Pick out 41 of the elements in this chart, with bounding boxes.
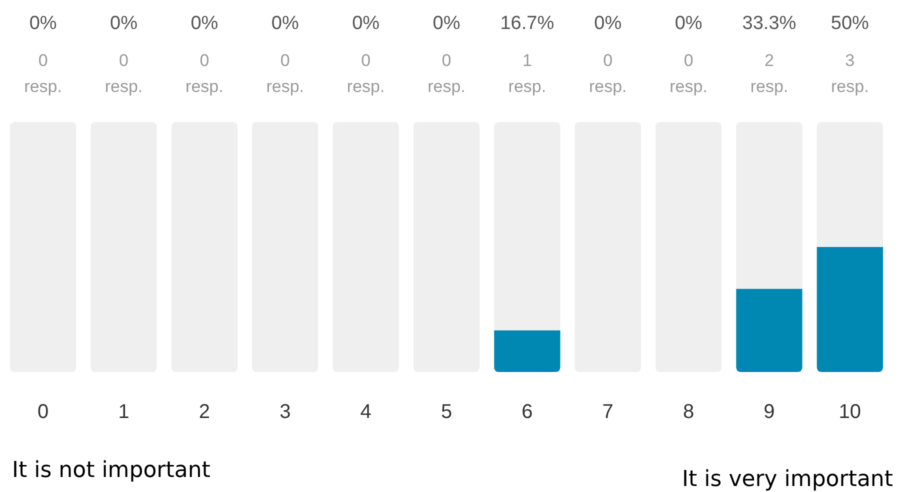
data-label: 33.3% [742,13,796,34]
data-label: 0% [432,13,460,34]
bar [816,247,883,372]
x-tick-label: 1 [118,401,130,423]
text: 0 resp. [266,51,304,96]
text: 0 resp. [24,51,62,96]
text: 1 resp. [508,51,546,96]
x-tick-label: 0 [38,401,49,423]
data-label: 16.7% [500,13,554,34]
text: It is not important [12,458,211,483]
bar [736,288,802,372]
x-tick-label: 3 [280,401,291,423]
text: 0 resp. [104,51,143,96]
bar [494,122,560,330]
text: 3 resp. [831,51,869,96]
x-tick-label: 9 [764,401,775,423]
x-tick-label: 5 [440,401,452,423]
text: 0 resp. [186,51,224,96]
data-label: 0% [190,13,218,34]
data-label: 50% [830,13,870,34]
data-label: 0% [352,13,380,34]
data-label: 0% [674,13,702,34]
text: 0 resp. [670,51,708,96]
text: 0 resp. [428,51,466,96]
x-tick-label: 7 [602,401,614,423]
bar [736,122,802,289]
x-tick-label: 2 [198,401,210,423]
bar [494,330,560,372]
x-tick-label: 8 [682,401,694,423]
bar [816,122,883,247]
data-label: 0% [271,13,299,34]
text: 0 resp. [346,51,385,96]
x-tick-label: 6 [522,401,533,423]
text: It is very important [682,467,894,492]
text: 0 resp. [588,51,627,96]
x-tick-label: 10 [838,401,862,423]
data-label: 0% [594,13,622,34]
text: 2 resp. [750,51,788,96]
data-label: 0% [110,13,138,34]
data-label: 0% [29,13,57,34]
x-tick-label: 4 [360,401,372,423]
